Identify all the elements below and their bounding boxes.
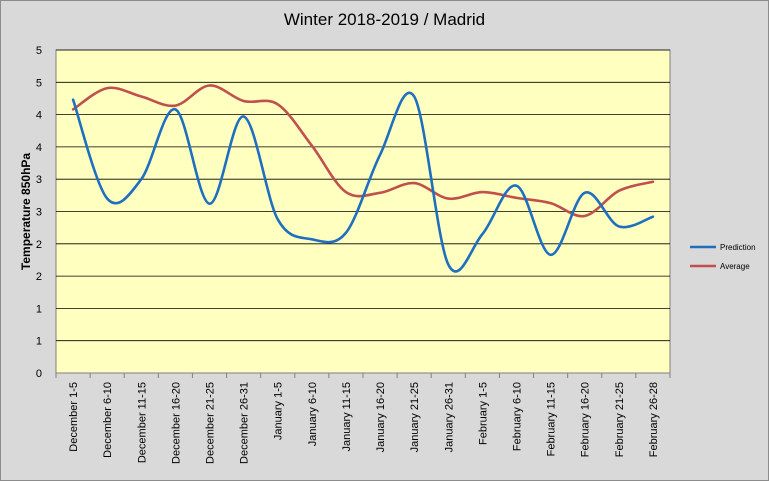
y-tick-label: 4: [36, 110, 42, 122]
legend: Prediction Average: [690, 243, 756, 271]
y-tick-label: 4: [36, 142, 42, 154]
x-tick-label: January 26-31: [443, 382, 455, 452]
x-tick-label: December 11-15: [136, 382, 148, 463]
chart-title: Winter 2018-2019 / Madrid: [283, 10, 486, 29]
y-axis-label: Temperature 850hPa: [19, 153, 33, 270]
x-tick-label: January 11-15: [341, 382, 353, 452]
legend-label: Prediction: [720, 243, 756, 252]
y-tick-label: 3: [36, 207, 42, 219]
y-tick-label: 1: [36, 336, 42, 348]
x-tick-label: January 21-25: [409, 382, 421, 452]
x-tick-label: February 11-15: [546, 382, 558, 456]
y-tick-label: 1: [36, 303, 42, 315]
series-lines: [71, 84, 655, 273]
x-tick-label: February 1-5: [477, 382, 489, 445]
y-tick-label: 0: [36, 368, 42, 380]
legend-label: Average: [720, 262, 750, 271]
x-tick-label: February 16-20: [580, 382, 592, 457]
x-tick-label: December 26-31: [239, 382, 251, 464]
x-tick-label: December 21-25: [205, 382, 217, 464]
y-axis-ticks: 0 1 1 2 2 3 3 4 4 5 5: [36, 45, 42, 380]
gridlines: [56, 49, 670, 342]
x-tick-label: January 1-5: [273, 382, 285, 440]
y-tick-label: 5: [36, 77, 42, 89]
x-tick-label: January 6-10: [307, 382, 319, 446]
x-tick-label: February 26-28: [648, 382, 660, 457]
x-tick-label: February 21-25: [614, 382, 626, 457]
x-axis-ticks: December 1-5 December 6-10 December 11-15 D…: [55, 373, 671, 464]
series-line-prediction: [71, 91, 655, 273]
y-tick-label: 5: [36, 45, 42, 57]
y-tick-label: 3: [36, 174, 42, 186]
x-tick-label: February 6-10: [512, 382, 524, 451]
x-tick-label: December 1-5: [68, 382, 80, 452]
y-tick-label: 2: [36, 271, 42, 283]
x-tick-label: January 16-20: [375, 382, 387, 452]
y-tick-label: 2: [36, 239, 42, 251]
x-tick-label: December 6-10: [102, 382, 114, 458]
x-tick-label: December 16-20: [170, 382, 182, 464]
